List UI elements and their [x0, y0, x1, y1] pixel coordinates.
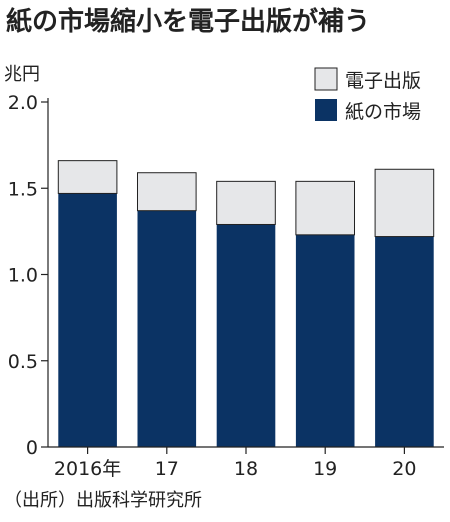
- y-tick-label: 1.0: [8, 265, 38, 287]
- x-tick-label: 19: [313, 458, 337, 480]
- x-tick-label: 17: [155, 458, 179, 480]
- legend-label-print: 紙の市場: [345, 101, 421, 123]
- bar-segment-ebook: [374, 168, 435, 238]
- x-tick-label: 20: [392, 458, 416, 480]
- y-tick-label: 0.5: [8, 351, 38, 373]
- bar-segment-ebook: [295, 180, 356, 236]
- y-axis: 0 0.5 1.0 1.5 2.0: [8, 92, 49, 459]
- x-axis: 2016年 17 18 19 20: [48, 446, 444, 480]
- y-tick-label: 2.0: [8, 92, 38, 114]
- bar-segment-ebook: [216, 180, 276, 225]
- bars: [57, 160, 435, 447]
- legend: 電子出版 紙の市場: [314, 67, 421, 123]
- legend-label-ebook: 電子出版: [345, 70, 421, 92]
- bar-segment-print: [137, 210, 197, 447]
- bar-segment-ebook: [57, 160, 118, 194]
- y-tick-label: 0: [26, 437, 38, 459]
- y-unit-label: 兆円: [4, 64, 40, 85]
- bar-segment-print: [58, 193, 117, 447]
- x-tick-label: 2016年: [54, 458, 121, 480]
- x-tick-label: 18: [234, 458, 258, 480]
- y-tick-label: 1.5: [8, 178, 38, 200]
- chart-title: 紙の市場縮小を電子出版が補う: [6, 6, 370, 37]
- bar-segment-ebook: [136, 172, 197, 212]
- bar-segment-print: [375, 236, 434, 447]
- source-note: （出所）出版科学研究所: [4, 490, 202, 511]
- bar-segment-print: [295, 234, 355, 447]
- legend-swatch-print: [315, 99, 337, 121]
- bar-segment-print: [216, 224, 276, 447]
- legend-swatch-ebook: [314, 67, 338, 91]
